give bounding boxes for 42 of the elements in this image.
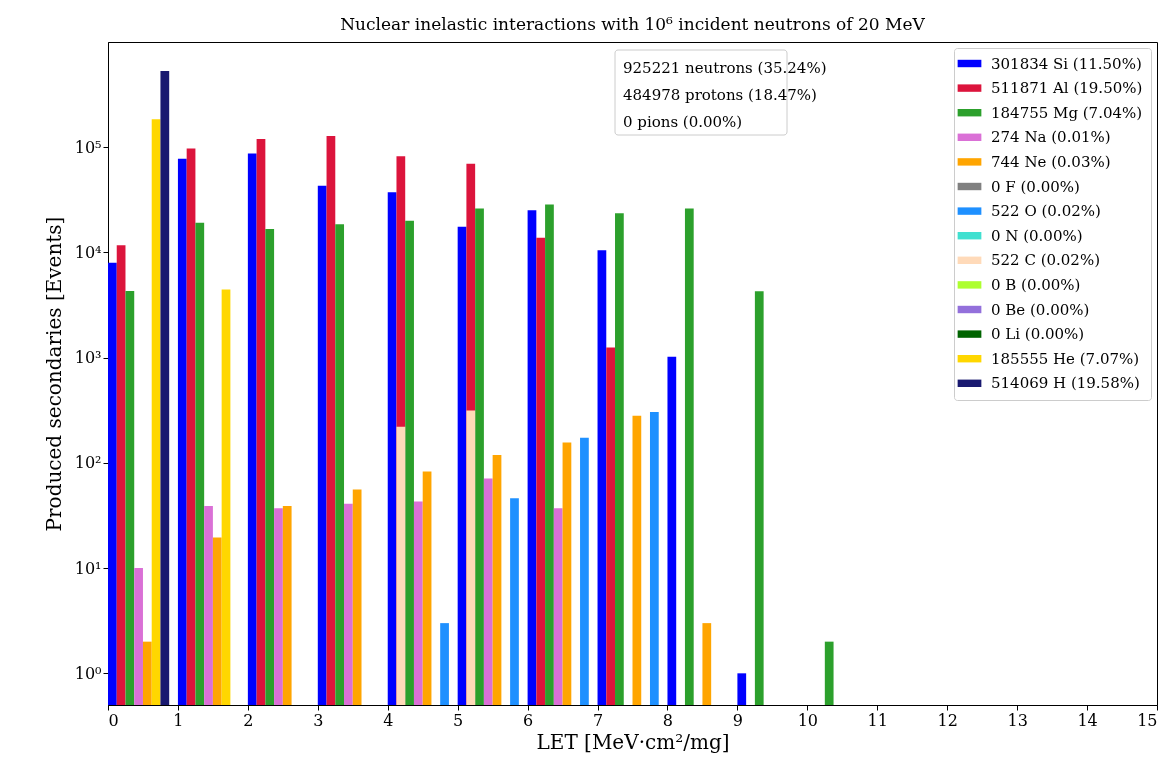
legend-label: 0 N (0.00%) bbox=[991, 226, 1083, 245]
legend-label: 0 Be (0.00%) bbox=[991, 300, 1090, 319]
legend-label: 522 C (0.02%) bbox=[991, 251, 1100, 270]
legend-label: 301834 Si (11.50%) bbox=[991, 54, 1142, 73]
y-axis-title: Produced secondaries [Events] bbox=[41, 216, 66, 532]
y-tick-label: 10⁰ bbox=[74, 663, 102, 683]
legend-label: 274 Na (0.01%) bbox=[991, 128, 1111, 147]
legend-label: 744 Ne (0.03%) bbox=[991, 152, 1111, 171]
legend-label: 522 O (0.02%) bbox=[991, 202, 1101, 221]
legend-label: 0 F (0.00%) bbox=[991, 177, 1080, 196]
x-axis-title: LET [MeV·cm²/mg] bbox=[536, 729, 730, 754]
y-tick-label: 10⁴ bbox=[74, 242, 102, 262]
x-tick-label: 11 bbox=[867, 710, 888, 730]
x-tick-label: 12 bbox=[937, 710, 958, 730]
y-tick-label: 10¹ bbox=[74, 558, 102, 578]
legend-label: 185555 He (7.07%) bbox=[991, 349, 1140, 368]
x-tick-label: 13 bbox=[1007, 710, 1028, 730]
x-tick-label: 10 bbox=[797, 710, 819, 730]
annotation: 484978 protons (18.47%) bbox=[623, 86, 817, 104]
x-tick-label: 6 bbox=[523, 710, 534, 730]
x-tick-label: 9 bbox=[732, 710, 743, 730]
legend-label: 511871 Al (19.50%) bbox=[991, 79, 1143, 98]
legend-label: 0 Li (0.00%) bbox=[991, 325, 1085, 344]
legend-label: 0 B (0.00%) bbox=[991, 275, 1081, 294]
x-tick-label: 4 bbox=[383, 710, 394, 730]
x-tick-label: 14 bbox=[1077, 710, 1098, 730]
x-tick-label: 0 bbox=[108, 710, 119, 730]
x-tick-label: 5 bbox=[453, 710, 464, 730]
annotation: 925221 neutrons (35.24%) bbox=[623, 59, 827, 77]
legend-label: 514069 H (19.58%) bbox=[991, 374, 1140, 393]
x-tick-label: 8 bbox=[662, 710, 674, 730]
x-tick-label: 15 bbox=[1137, 710, 1158, 730]
y-tick-label: 10² bbox=[74, 453, 102, 473]
y-tick-label: 10⁵ bbox=[74, 137, 102, 157]
x-tick-label: 3 bbox=[313, 710, 324, 730]
annotation: 0 pions (0.00%) bbox=[623, 113, 743, 131]
y-tick-label: 10³ bbox=[74, 348, 102, 368]
x-tick-label: 2 bbox=[243, 710, 254, 730]
chart-title: Nuclear inelastic interactions with 10⁶ incident neutrons of 20 MeV bbox=[340, 14, 926, 34]
legend-label: 184755 Mg (7.04%) bbox=[991, 103, 1143, 122]
x-tick-label: 1 bbox=[173, 710, 184, 730]
x-tick-label: 7 bbox=[592, 710, 604, 730]
